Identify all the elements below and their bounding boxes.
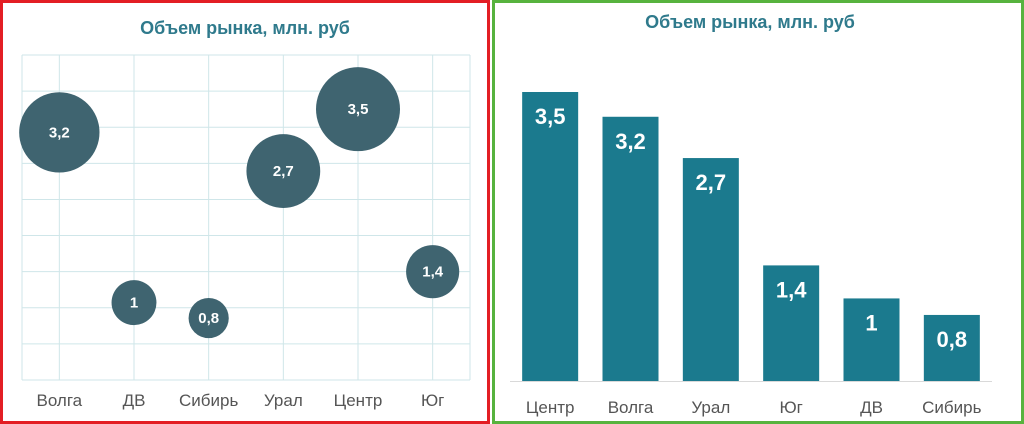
- bar-1: [602, 116, 659, 382]
- bar-data-label: 1,4: [776, 277, 807, 302]
- bubble-data-label: 2,7: [273, 163, 294, 180]
- bubble-data-label: 3,2: [49, 124, 70, 141]
- bubble-0: [19, 92, 100, 173]
- x-tick-label: Урал: [691, 398, 730, 417]
- x-tick-label: Волга: [37, 391, 83, 410]
- bubble-chart-panel: Объем рынка, млн. руб 3,2 1 0,8 2,7 3,5 1,4 В…: [0, 0, 490, 424]
- bubble-2: [188, 298, 229, 339]
- x-tick-label: Сибирь: [922, 398, 981, 417]
- bar-chart: Объем рынка, млн. руб 3,5 3,2 2,7 1,4 1 0,8 Ц…: [510, 12, 992, 417]
- x-tick-label: ДВ: [123, 391, 146, 410]
- bubble-chart-marks: 3,2 1 0,8 2,7 3,5 1,4: [19, 67, 460, 339]
- x-tick-label: Сибирь: [179, 391, 238, 410]
- bar-chart-x-ticks: Центр Волга Урал Юг ДВ Сибирь: [526, 398, 982, 417]
- bubble-data-label: 1,4: [422, 264, 444, 281]
- x-tick-label: Юг: [779, 398, 802, 417]
- bubble-data-label: 0,8: [198, 310, 219, 327]
- bar-2: [682, 158, 739, 381]
- bar-chart-title: Объем рынка, млн. руб: [645, 12, 855, 32]
- bubble-3: [246, 134, 321, 208]
- bubble-5: [406, 245, 460, 299]
- bubble-chart: Объем рынка, млн. руб 3,2 1 0,8 2,7 3,5 1,4 В…: [19, 18, 471, 410]
- x-tick-label: Центр: [526, 398, 575, 417]
- bubble-1: [111, 280, 157, 326]
- bubble-data-label: 1: [130, 295, 138, 312]
- x-tick-label: Волга: [608, 398, 654, 417]
- bubble-chart-grid: [21, 54, 471, 381]
- bar-chart-panel: Объем рынка, млн. руб 3,5 3,2 2,7 1,4 1 0,8 Ц…: [492, 0, 1024, 424]
- bar-data-label: 1: [865, 310, 877, 335]
- bubble-chart-x-ticks: Волга ДВ Сибирь Урал Центр Юг: [37, 391, 445, 410]
- bar-data-label: 3,5: [535, 104, 566, 129]
- bar-data-label: 3,2: [615, 129, 646, 154]
- bubble-4: [316, 67, 400, 152]
- bar-data-label: 0,8: [937, 327, 968, 352]
- bar-0: [522, 92, 579, 381]
- x-tick-label: Юг: [421, 391, 444, 410]
- bar-data-label: 2,7: [696, 170, 727, 195]
- bubble-chart-title: Объем рынка, млн. руб: [140, 18, 350, 38]
- bubble-data-label: 3,5: [348, 101, 369, 118]
- x-tick-label: Центр: [334, 391, 383, 410]
- x-tick-label: ДВ: [860, 398, 883, 417]
- bar-4: [843, 298, 900, 381]
- x-tick-label: Урал: [264, 391, 303, 410]
- bar-3: [763, 265, 820, 381]
- bar-chart-marks: 3,5 3,2 2,7 1,4 1 0,8: [522, 92, 980, 382]
- bar-5: [923, 314, 980, 381]
